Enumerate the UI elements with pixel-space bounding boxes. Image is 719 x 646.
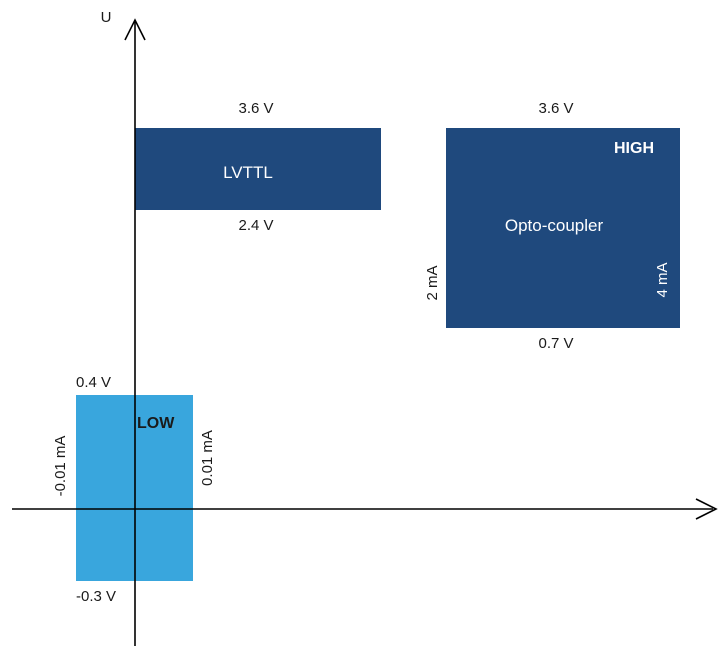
- high-state-label: HIGH: [614, 140, 654, 157]
- lvttl-top-voltage: 3.6 V: [238, 100, 273, 117]
- low-right-current: 0.01 mA: [199, 430, 216, 486]
- low-bottom-voltage: -0.3 V: [76, 588, 116, 605]
- lvttl-label: LVTTL: [223, 163, 273, 182]
- opto-top-voltage: 3.6 V: [538, 100, 573, 117]
- y-axis-label: U: [101, 9, 112, 26]
- lvttl-region: [135, 128, 381, 210]
- opto-coupler-label: Opto-coupler: [505, 216, 604, 235]
- low-top-voltage: 0.4 V: [76, 374, 111, 391]
- opto-right-current: 4 mA: [654, 262, 671, 297]
- opto-coupler-region: [446, 128, 680, 328]
- low-state-label: LOW: [137, 415, 175, 432]
- opto-left-current: 2 mA: [424, 265, 441, 300]
- vertical-axis-arrowhead: [124, 18, 146, 41]
- horizontal-axis-arrowhead: [695, 498, 718, 520]
- lvttl-bottom-voltage: 2.4 V: [238, 217, 273, 234]
- low-left-current: -0.01 mA: [52, 436, 69, 497]
- opto-bottom-voltage: 0.7 V: [538, 335, 573, 352]
